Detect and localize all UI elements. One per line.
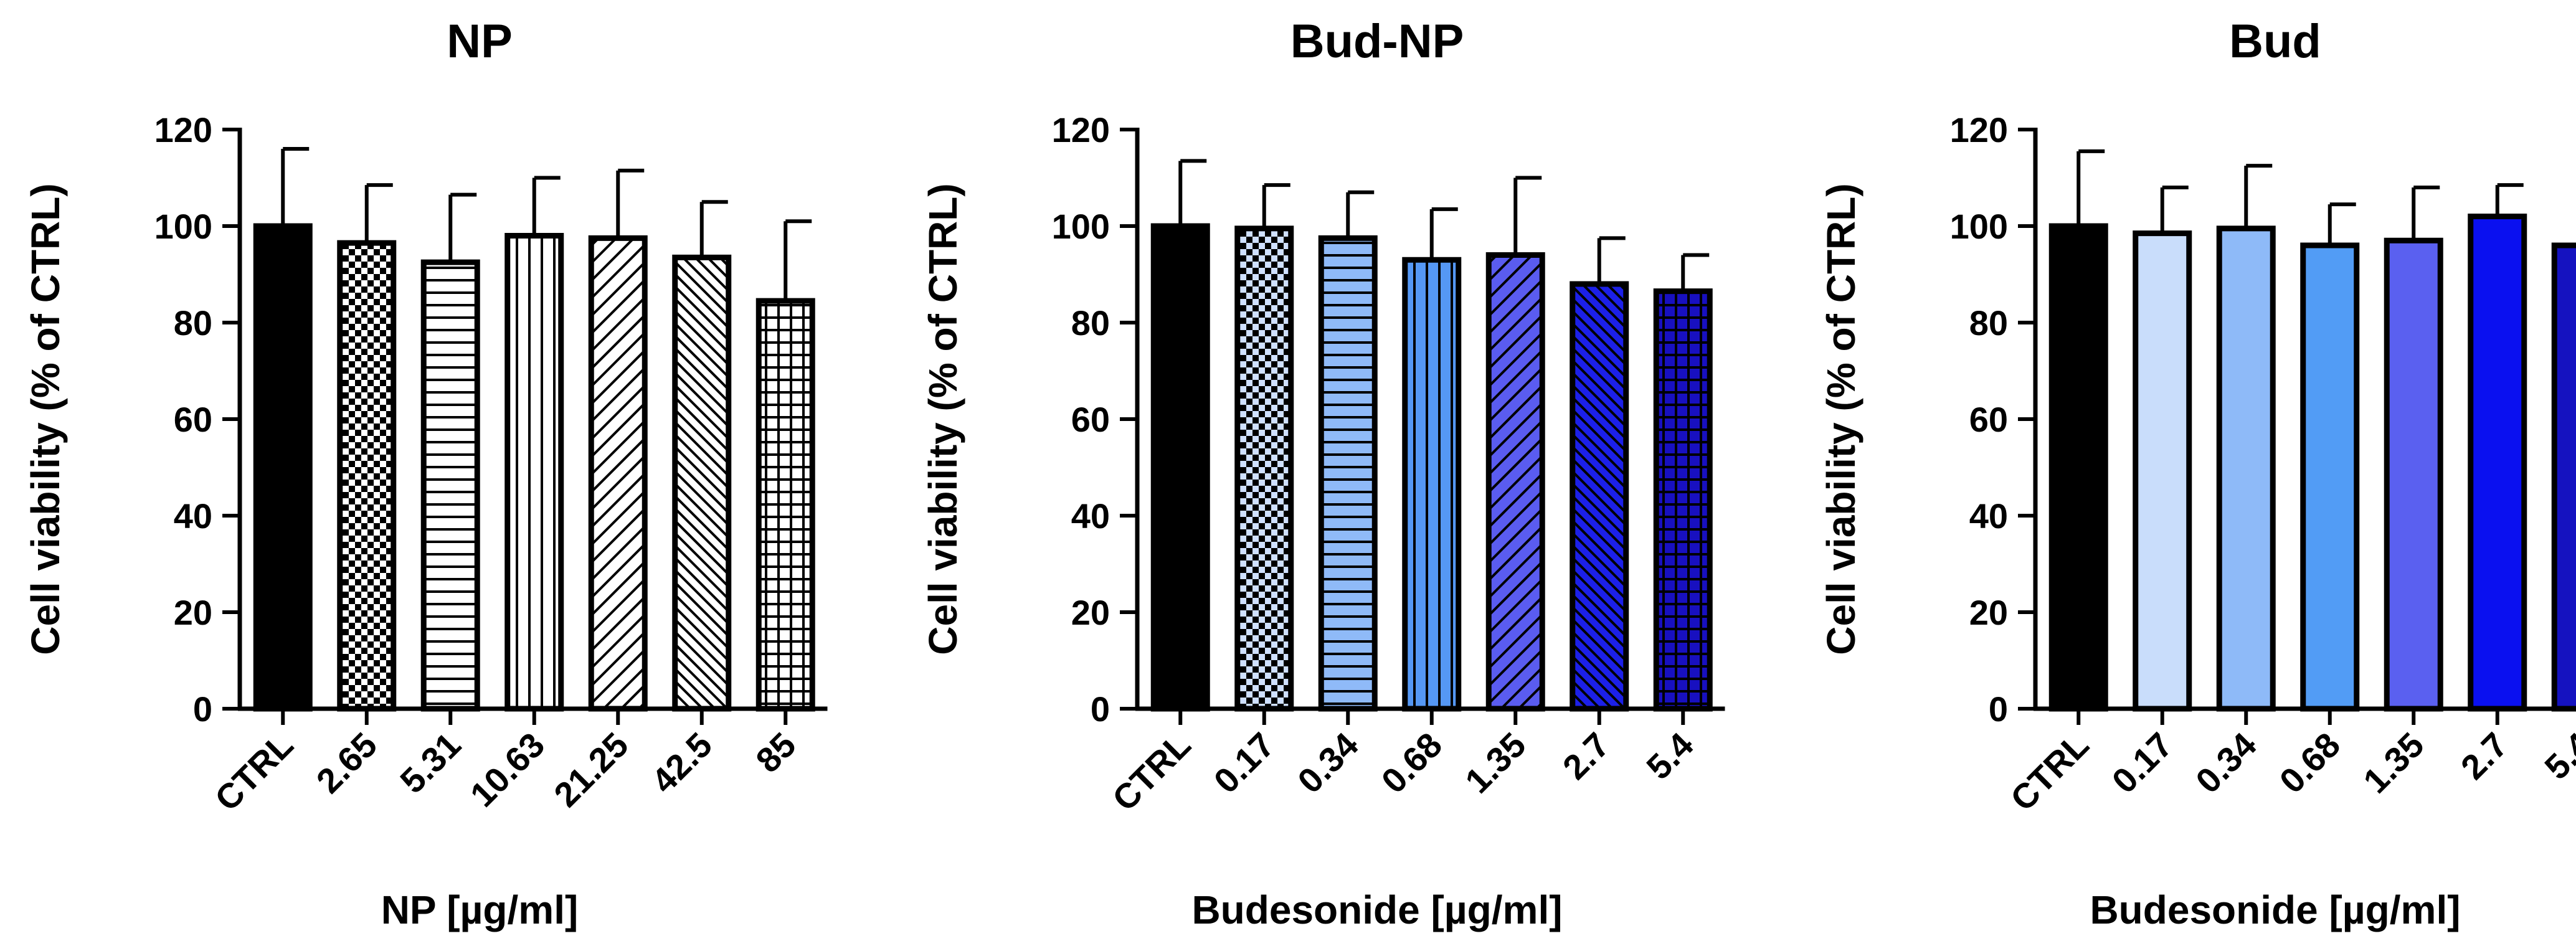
bar-42-5: [672, 254, 732, 712]
y-axis-label: Cell viability (% of CTRL): [1819, 183, 1863, 655]
x-axis-label: Budesonide [µg/ml]: [1191, 887, 1562, 932]
x-tick-label: 5.31: [392, 725, 468, 801]
x-tick-label: 0.68: [1374, 725, 1450, 801]
x-tick-label: CTRL: [2003, 725, 2096, 818]
bar-2-65: [337, 240, 397, 712]
x-tick-label: 0.68: [2272, 725, 2348, 801]
y-tick-label: 0: [193, 689, 212, 729]
bar-1-35: [2384, 237, 2443, 712]
x-tick-label: 2.7: [2453, 725, 2516, 787]
x-tick-label: 5.4: [1639, 725, 1701, 787]
y-tick-label: 120: [1052, 110, 1110, 149]
x-tick-label: 2.7: [1555, 725, 1617, 787]
y-tick-label: 120: [1950, 110, 2008, 149]
bar-1-35: [1485, 252, 1545, 712]
x-tick-label: 0.34: [1290, 725, 1366, 801]
bar-0-17: [1234, 225, 1294, 712]
y-tick-label: 100: [154, 207, 212, 246]
y-tick-label: 20: [174, 593, 212, 632]
y-tick-label: 60: [1071, 400, 1110, 439]
y-tick-label: 80: [174, 303, 212, 343]
bar-0-68: [1402, 257, 1462, 712]
x-tick-label: 21.25: [546, 725, 636, 815]
y-tick-label: 100: [1052, 207, 1110, 246]
chart-panel-bud-np: Bud-NP Cell viability (% of CTRL) Budesoni…: [921, 15, 1725, 932]
bar-ctrl: [1150, 223, 1210, 712]
bar-10-63: [504, 233, 564, 712]
x-tick-label: 42.5: [644, 725, 720, 801]
bar-21-25: [588, 235, 648, 712]
x-tick-label: 1.35: [1457, 725, 1533, 801]
bar-5-4: [1653, 288, 1713, 712]
x-axis-label: Budesonide [µg/ml]: [2090, 887, 2460, 932]
bar-ctrl: [2048, 223, 2108, 712]
y-tick-label: 40: [174, 496, 212, 536]
y-axis-label: Cell viability (% of CTRL): [23, 183, 68, 655]
bar-0-68: [2300, 242, 2360, 712]
y-tick-label: 60: [174, 400, 212, 439]
bar-0-34: [2216, 225, 2276, 712]
y-tick-label: 20: [1071, 593, 1110, 632]
chart-title: NP: [447, 15, 513, 68]
y-tick-label: 0: [1091, 689, 1110, 729]
x-tick-label: 0.17: [1206, 725, 1282, 801]
y-tick-label: 80: [1969, 303, 2008, 343]
y-tick-label: 120: [154, 110, 212, 149]
bar-0-34: [1318, 235, 1378, 712]
y-tick-label: 40: [1969, 496, 2008, 536]
x-tick-label: 1.35: [2356, 725, 2432, 801]
x-axis-label: NP [µg/ml]: [381, 887, 579, 932]
y-tick-label: 20: [1969, 593, 2008, 632]
y-tick-label: 60: [1969, 400, 2008, 439]
chart-title: Bud-NP: [1290, 15, 1464, 68]
chart-panel-bud: Bud Cell viability (% of CTRL) Budesonide …: [1819, 15, 2576, 932]
x-tick-label: 2.65: [309, 725, 385, 801]
x-tick-label: 10.63: [463, 725, 552, 815]
bar-5-31: [420, 259, 480, 712]
bar-2-7: [2468, 214, 2527, 712]
x-tick-label: CTRL: [1105, 725, 1198, 818]
y-axis-label: Cell viability (% of CTRL): [921, 183, 965, 655]
bar-2-7: [1570, 281, 1629, 712]
bar-85: [755, 298, 815, 712]
y-tick-label: 80: [1071, 303, 1110, 343]
bar-ctrl: [253, 223, 313, 712]
chart-title: Bud: [2229, 15, 2321, 68]
x-tick-label: CTRL: [207, 725, 301, 818]
y-tick-label: 100: [1950, 207, 2008, 246]
y-tick-label: 40: [1071, 496, 1110, 536]
y-tick-label: 0: [1989, 689, 2008, 729]
x-tick-label: 0.34: [2188, 725, 2264, 801]
x-tick-label: 5.4: [2537, 725, 2576, 787]
bar-0-17: [2133, 230, 2192, 712]
x-tick-label: 85: [748, 725, 803, 780]
x-tick-label: 0.17: [2105, 725, 2181, 801]
bar-5-4: [2551, 242, 2576, 712]
chart-panel-np: NP Cell viability (% of CTRL) NP [µg/ml] CT…: [23, 15, 828, 932]
